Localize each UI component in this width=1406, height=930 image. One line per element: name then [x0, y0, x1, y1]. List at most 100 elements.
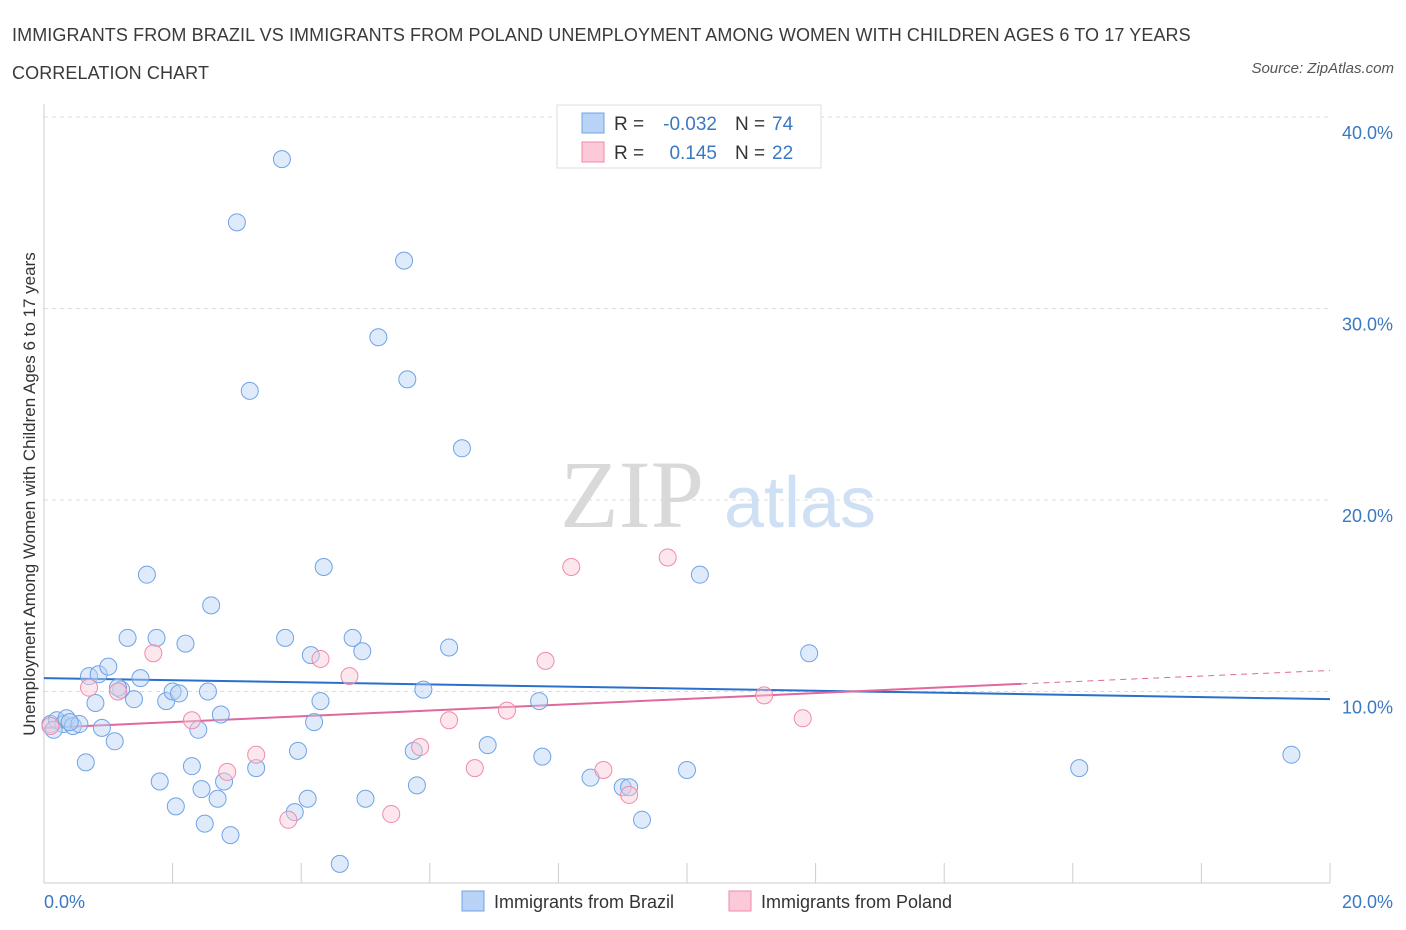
- brazil-point-46: [330, 854, 349, 873]
- brazil-point-73: [198, 682, 217, 701]
- brazil-point-24: [176, 634, 195, 653]
- brazil-point-10: [92, 718, 111, 737]
- brazil-point-11: [99, 657, 118, 676]
- brazil-point-67: [800, 644, 819, 663]
- brazil-point-23: [170, 684, 189, 703]
- poland-point-4: [182, 711, 201, 730]
- poland-point-21: [793, 709, 812, 728]
- watermark-zip: ZIP: [560, 441, 704, 548]
- brazil-point-69: [1282, 745, 1301, 764]
- y-axis-title: Unemployment Among Women with Children A…: [20, 252, 39, 736]
- brazil-point-26: [189, 720, 208, 739]
- poland-point-18: [620, 785, 639, 804]
- brazil-point-27: [192, 780, 211, 799]
- series-poland-points: [41, 548, 812, 829]
- poland-point-3: [144, 644, 163, 663]
- brazil-point-54: [407, 776, 426, 795]
- gridlines: [44, 116, 1330, 692]
- poland-point-0: [41, 716, 60, 735]
- brazil-point-35: [240, 381, 259, 400]
- poland-point-13: [465, 759, 484, 778]
- brazil-point-33: [221, 826, 240, 845]
- brazil-point-15: [125, 690, 144, 709]
- brazil-point-12: [105, 732, 124, 751]
- brazil-point-16: [131, 669, 150, 688]
- brazil-point-37: [272, 150, 291, 169]
- brazil-point-57: [452, 439, 471, 458]
- y-tick-label-20: 20.0%: [1342, 506, 1393, 526]
- stats-r-label-poland: R =: [614, 143, 644, 164]
- brazil-point-21: [163, 682, 182, 701]
- stats-n-value-brazil: 74: [772, 114, 794, 135]
- brazil-point-64: [632, 810, 651, 829]
- stats-swatch-poland: [581, 141, 605, 163]
- brazil-point-47: [343, 628, 362, 647]
- poland-point-10: [382, 805, 401, 824]
- brazil-point-50: [369, 328, 388, 347]
- brazil-point-30: [208, 789, 227, 808]
- brazil-point-65: [678, 761, 696, 780]
- legend-label-brazil: Immigrants from Brazil: [494, 892, 674, 912]
- brazil-point-34: [227, 213, 246, 232]
- trend-lines: [43, 669, 1331, 729]
- brazil-point-32: [215, 772, 234, 791]
- brazil-point-59: [530, 692, 549, 711]
- brazil-point-31: [211, 705, 230, 724]
- poland-point-15: [536, 651, 555, 670]
- poland-point-12: [440, 711, 459, 730]
- stats-r-label-brazil: R =: [614, 114, 644, 135]
- brazil-point-38: [276, 628, 295, 647]
- y-tick-label-10: 10.0%: [1342, 698, 1393, 718]
- brazil-point-39: [285, 803, 304, 822]
- poland-point-1: [80, 678, 99, 697]
- poland-point-16: [562, 558, 581, 577]
- poland-point-5: [218, 762, 237, 781]
- poland-point-19: [658, 548, 677, 567]
- poland-point-6: [247, 745, 266, 764]
- brazil-point-44: [311, 692, 330, 711]
- y-tick-labels: 10.0% 20.0% 30.0% 40.0%: [1342, 123, 1393, 718]
- trend-line-poland-extension: [1021, 669, 1331, 685]
- chart-title: IMMIGRANTS FROM BRAZIL VS IMMIGRANTS FRO…: [12, 25, 1191, 83]
- brazil-point-28: [195, 814, 214, 833]
- legend-swatch-poland: [728, 890, 752, 912]
- poland-point-11: [411, 738, 430, 757]
- series-legend: Immigrants from Brazil Immigrants from P…: [461, 890, 952, 912]
- brazil-point-43: [305, 713, 324, 732]
- brazil-point-40: [288, 741, 307, 760]
- brazil-point-58: [478, 736, 497, 755]
- brazil-point-22: [166, 797, 185, 816]
- poland-point-20: [755, 686, 774, 705]
- brazil-point-55: [414, 680, 433, 699]
- stats-r-value-poland: 0.145: [669, 143, 717, 164]
- stats-n-value-poland: 22: [772, 143, 793, 164]
- brazil-point-62: [613, 778, 632, 797]
- stats-legend: R = -0.032 N = 74 R = 0.145 N = 22: [556, 104, 822, 169]
- brazil-point-29: [202, 596, 221, 615]
- brazil-point-72: [108, 678, 127, 697]
- brazil-point-17: [137, 565, 156, 584]
- stats-r-value-brazil: -0.032: [663, 114, 717, 135]
- legend-label-poland: Immigrants from Poland: [761, 892, 952, 912]
- watermark-atlas: atlas: [724, 463, 876, 543]
- poland-point-9: [340, 667, 359, 686]
- y-tick-label-30: 30.0%: [1342, 315, 1393, 335]
- brazil-point-9: [89, 665, 108, 684]
- brazil-point-18: [147, 628, 166, 647]
- brazil-point-48: [353, 642, 372, 661]
- brazil-point-41: [298, 789, 317, 808]
- x-tick-label-max: 20.0%: [1342, 892, 1393, 912]
- brazil-point-52: [398, 370, 417, 389]
- brazil-point-45: [314, 558, 333, 577]
- series-brazil-points: [41, 150, 1301, 873]
- poland-point-14: [497, 701, 516, 720]
- brazil-point-56: [440, 638, 459, 657]
- brazil-point-60: [533, 747, 552, 766]
- brazil-point-49: [356, 789, 375, 808]
- brazil-point-68: [1070, 759, 1089, 778]
- stats-n-label-brazil: N =: [735, 114, 765, 135]
- brazil-point-51: [395, 251, 414, 270]
- brazil-point-6: [76, 753, 95, 772]
- trend-line-brazil: [43, 677, 1331, 701]
